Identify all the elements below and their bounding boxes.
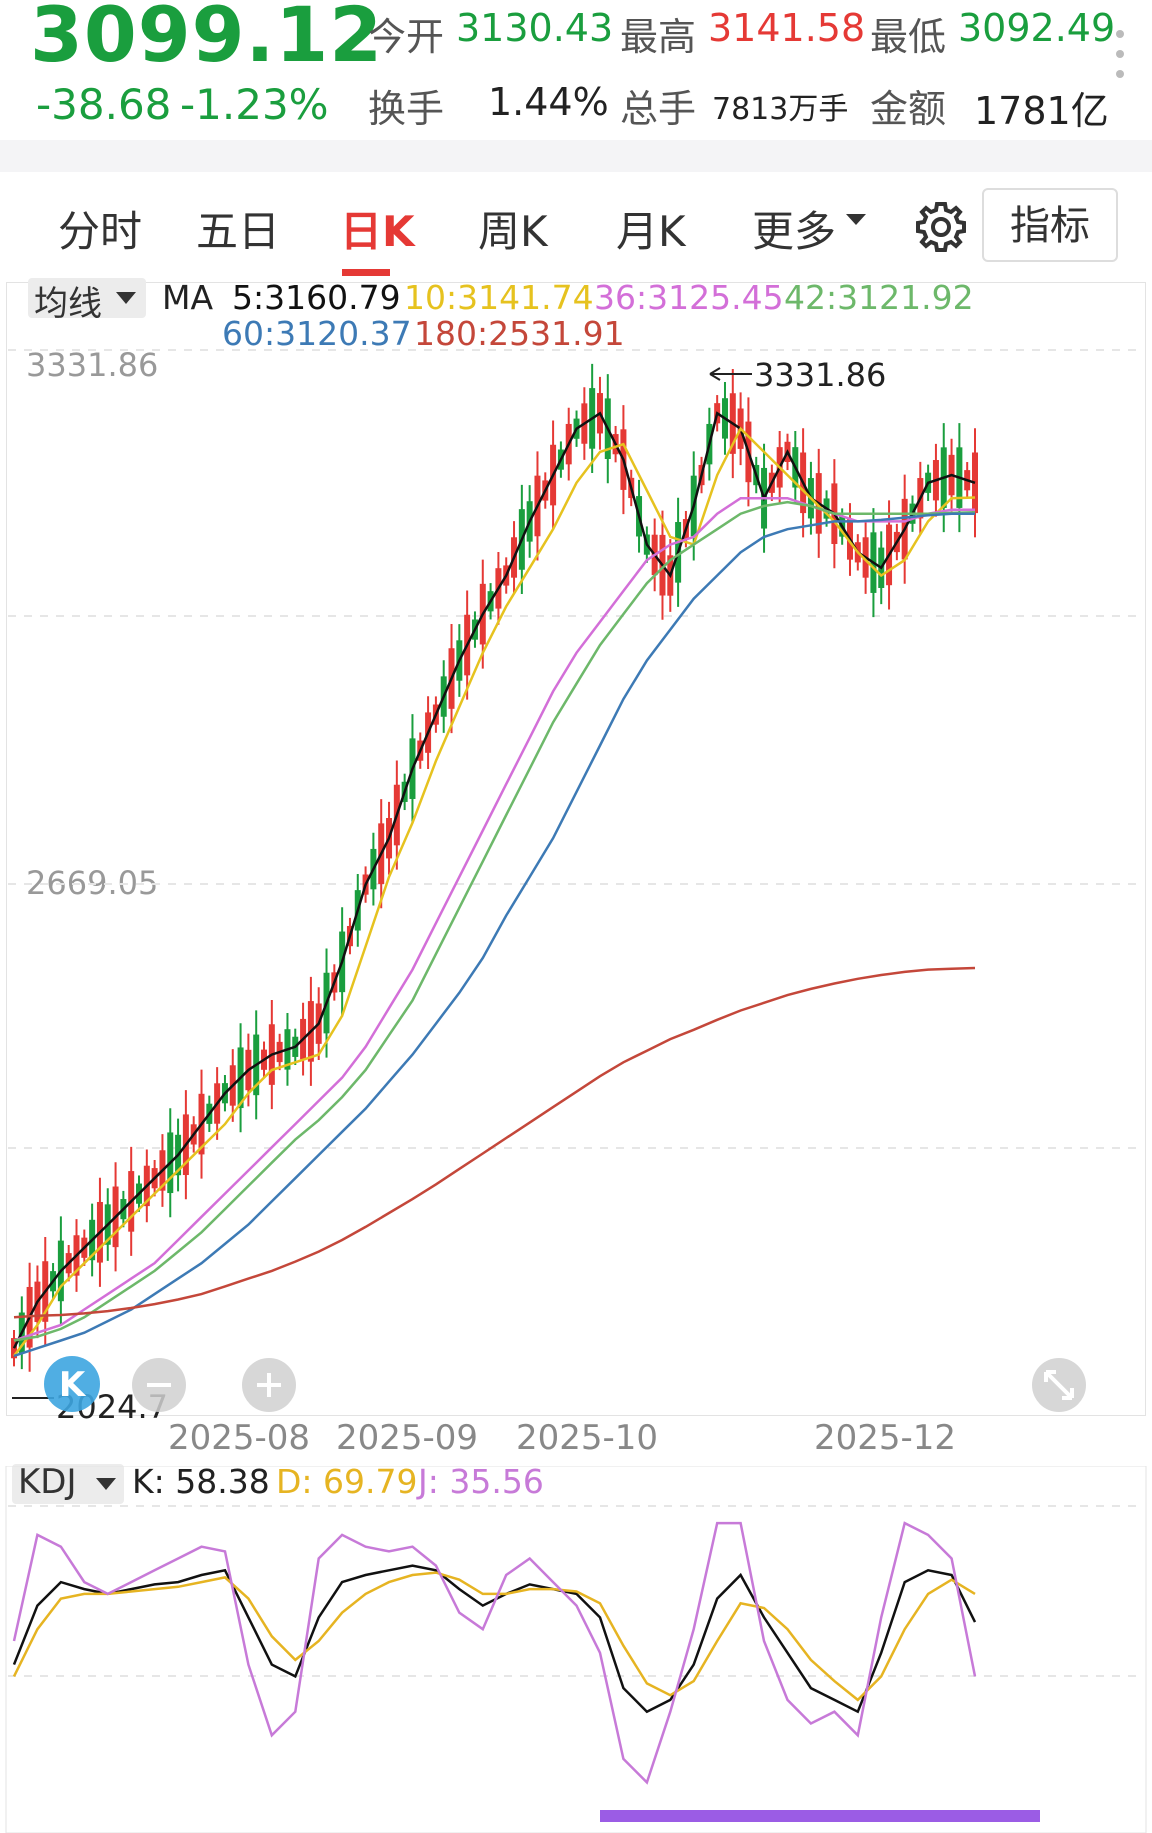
- amount-value: 1781亿: [974, 89, 1109, 133]
- k-logo-icon[interactable]: K: [40, 1352, 104, 1416]
- kdj-chart[interactable]: [0, 1466, 1152, 1833]
- indicator-button[interactable]: 指标: [982, 188, 1118, 262]
- expand-icon[interactable]: [1030, 1356, 1088, 1414]
- annotation-highlight-bar: [600, 1810, 1040, 1822]
- ma-line-ma42: [13, 500, 976, 1342]
- kline-chart[interactable]: 3331.86 2024.7: [0, 0, 1152, 1460]
- kdj-d-legend: D: 69.79: [276, 1462, 418, 1501]
- turnover-label: 换手: [368, 87, 445, 131]
- kdj-selector-label: KDJ: [18, 1462, 77, 1502]
- gear-icon[interactable]: [914, 200, 968, 254]
- kdj-j-legend: J: 35.56: [418, 1462, 544, 1501]
- ma-selector-label: 均线: [34, 284, 102, 324]
- high-value: 3141.58: [708, 6, 866, 50]
- active-tab-indicator: [342, 269, 390, 276]
- kline-chart-frame: [6, 282, 1146, 1416]
- kdj-k-legend: K: 58.38: [132, 1462, 270, 1501]
- volume-value: 7813万手: [712, 92, 849, 127]
- kdj-line-d: [12, 1571, 976, 1702]
- price-change-pct: -1.23%: [180, 80, 329, 129]
- svg-text:K: K: [59, 1365, 87, 1405]
- high-price-marker: 3331.86: [754, 356, 886, 394]
- x-tick-2025-08: 2025-08: [168, 1418, 311, 1458]
- tab-more[interactable]: 更多: [752, 207, 837, 256]
- price-change: -38.68: [36, 80, 172, 129]
- last-price: 3099.12: [30, 0, 384, 79]
- quote-header: [0, 0, 1152, 140]
- section-divider: [0, 140, 1152, 172]
- turnover-value: 1.44%: [488, 80, 609, 124]
- ma-line-ma36: [13, 496, 975, 1342]
- tab-daily-k[interactable]: 日K: [340, 207, 415, 256]
- ma60-legend: 60:3120.37: [222, 314, 412, 353]
- tab-intraday[interactable]: 分时: [58, 207, 143, 256]
- ma-prefix: MA: [162, 278, 214, 317]
- ma-line-ma5: [12, 411, 976, 1349]
- low-value: 3092.49: [958, 6, 1116, 50]
- ma-line-ma180: [13, 966, 976, 1319]
- ma-line-ma10: [13, 426, 976, 1357]
- y-axis-max-label: 3331.86: [26, 346, 159, 384]
- period-tabs: [0, 172, 1152, 282]
- ma42-legend: 42:3121.92: [784, 278, 974, 317]
- plus-icon[interactable]: [240, 1356, 298, 1414]
- high-marker-arrowhead: [709, 367, 721, 381]
- minus-icon[interactable]: [130, 1356, 188, 1414]
- tab-five-day[interactable]: 五日: [196, 207, 281, 256]
- amount-label: 金额: [870, 87, 947, 131]
- ma5-legend: 5:3160.79: [232, 278, 401, 317]
- more-vertical-icon[interactable]: [1116, 30, 1124, 80]
- x-tick-2025-09: 2025-09: [336, 1418, 479, 1458]
- tab-weekly-k[interactable]: 周K: [478, 207, 548, 256]
- volume-label: 总手: [620, 87, 697, 131]
- ma10-legend: 10:3141.74: [404, 278, 594, 317]
- kdj-frame: [5, 1466, 1147, 1833]
- ma-line-ma60: [13, 512, 975, 1358]
- x-tick-2025-10: 2025-10: [516, 1418, 659, 1458]
- ma36-legend: 36:3125.45: [594, 278, 784, 317]
- open-value: 3130.43: [456, 6, 614, 50]
- open-label: 今开: [368, 15, 445, 59]
- low-label: 最低: [870, 15, 947, 59]
- high-label: 最高: [620, 15, 697, 59]
- caret-down-icon[interactable]: [96, 1478, 116, 1490]
- tab-monthly-k[interactable]: 月K: [616, 207, 686, 256]
- x-tick-2025-12: 2025-12: [814, 1418, 957, 1458]
- caret-down-icon[interactable]: [846, 214, 866, 225]
- caret-down-icon[interactable]: [116, 292, 136, 304]
- kdj-line-j: [12, 1521, 977, 1785]
- ma180-legend: 180:2531.91: [414, 314, 625, 353]
